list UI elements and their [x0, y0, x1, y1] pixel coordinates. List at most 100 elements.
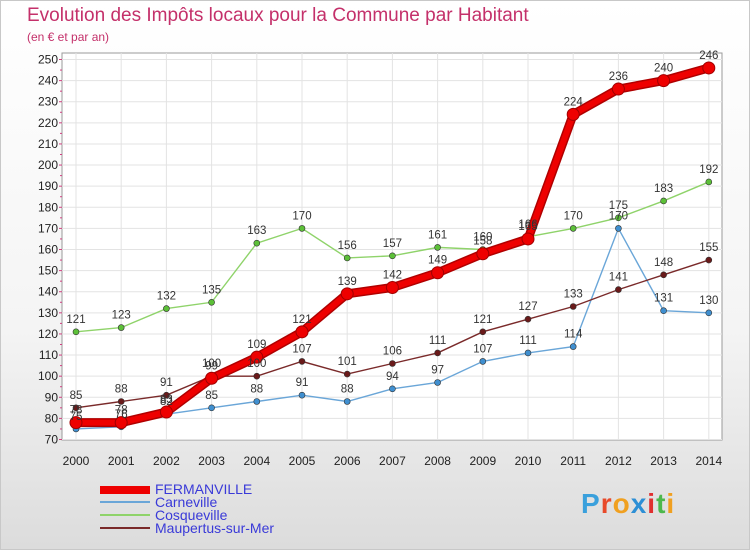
data-point-cosqueville: [117, 324, 125, 331]
data-point-fermanville: [611, 82, 625, 96]
data-label-cosqueville: 183: [654, 183, 673, 195]
data-point-cosqueville: [705, 178, 713, 186]
data-point-maupertus-sur-mer: [117, 398, 125, 405]
legend-swatch: [100, 527, 150, 529]
y-tick-label: 130: [38, 306, 58, 320]
data-label-carneville: 75: [70, 411, 83, 423]
data-label-carneville: 91: [296, 377, 309, 389]
data-label-maupertus-sur-mer: 91: [160, 377, 173, 389]
y-tick-label: 180: [38, 200, 58, 214]
data-point-fermanville: [250, 350, 264, 364]
chart-title: Evolution des Impôts locaux pour la Comm…: [27, 5, 529, 26]
data-label-carneville: 88: [341, 384, 354, 396]
data-label-maupertus-sur-mer: 100: [202, 358, 221, 370]
x-tick-label: 2013: [650, 454, 677, 468]
data-label-cosqueville: 132: [157, 291, 176, 303]
data-point-carneville: [615, 225, 622, 232]
legend-label: Maupertus-sur-Mer: [155, 520, 275, 536]
y-tick-label: 80: [45, 411, 59, 425]
data-label-carneville: 88: [250, 384, 263, 396]
x-tick-label: 2014: [695, 454, 722, 468]
logo-letter: r: [600, 488, 613, 519]
data-point-cosqueville: [72, 328, 80, 336]
data-label-cosqueville: 161: [428, 229, 447, 241]
data-label-maupertus-sur-mer: 100: [247, 358, 266, 370]
y-tick-label: 250: [38, 53, 58, 67]
x-tick-label: 2008: [424, 454, 451, 468]
data-point-maupertus-sur-mer: [72, 404, 80, 412]
data-point-fermanville: [69, 416, 83, 430]
data-label-carneville: 82: [160, 396, 173, 408]
data-label-maupertus-sur-mer: 148: [654, 257, 673, 269]
legend-swatch: [100, 486, 150, 494]
y-tick-label: 160: [38, 243, 58, 257]
data-label-maupertus-sur-mer: 85: [70, 390, 83, 402]
x-tick-label: 2001: [108, 454, 135, 468]
legend-swatch: [100, 501, 150, 503]
data-label-cosqueville: 156: [338, 240, 357, 252]
data-point-maupertus-sur-mer: [705, 256, 713, 264]
data-label-fermanville: 121: [292, 314, 311, 326]
data-point-maupertus-sur-mer: [660, 271, 667, 279]
data-label-cosqueville: 163: [247, 225, 266, 237]
y-tick-label: 110: [39, 348, 58, 362]
x-tick-label: 2012: [605, 454, 632, 468]
data-label-maupertus-sur-mer: 111: [429, 335, 446, 347]
data-label-maupertus-sur-mer: 101: [338, 356, 357, 368]
data-label-maupertus-sur-mer: 107: [292, 343, 311, 355]
data-label-carneville: 85: [205, 390, 218, 402]
data-point-fermanville: [205, 371, 219, 385]
data-point-carneville: [569, 343, 577, 350]
data-label-carneville: 107: [473, 343, 492, 355]
data-label-carneville: 131: [654, 293, 673, 305]
data-point-fermanville: [114, 416, 128, 430]
data-point-fermanville: [566, 107, 580, 121]
data-point-carneville: [524, 349, 532, 357]
data-point-maupertus-sur-mer: [298, 358, 306, 365]
data-label-maupertus-sur-mer: 121: [473, 314, 492, 326]
data-point-cosqueville: [163, 305, 170, 312]
data-point-carneville: [343, 398, 351, 405]
data-point-fermanville: [385, 281, 399, 294]
data-label-fermanville: 246: [699, 50, 718, 62]
y-tick-label: 70: [45, 433, 59, 447]
legend-label: Carneville: [155, 494, 218, 510]
data-point-fermanville: [340, 287, 354, 301]
logo-letter: P: [581, 488, 601, 519]
data-point-cosqueville: [298, 225, 306, 232]
proxiti-logo: Proxiti: [581, 488, 675, 520]
x-tick-label: 2004: [243, 454, 270, 468]
data-label-carneville: 97: [431, 365, 444, 377]
data-label-fermanville: 78: [70, 405, 83, 417]
y-tick-label: 200: [38, 158, 58, 172]
y-tick-label: 170: [38, 221, 58, 235]
data-point-maupertus-sur-mer: [389, 360, 396, 367]
x-tick-label: 2009: [469, 454, 496, 468]
data-point-maupertus-sur-mer: [479, 328, 487, 336]
data-label-fermanville: 78: [115, 405, 128, 417]
data-point-maupertus-sur-mer: [569, 303, 577, 310]
data-label-fermanville: 99: [205, 360, 218, 372]
data-point-cosqueville: [569, 225, 577, 232]
legend-swatch: [100, 514, 150, 516]
x-tick-label: 2006: [334, 454, 361, 468]
data-point-cosqueville: [253, 239, 261, 247]
legend-label: FERMANVILLE: [155, 481, 253, 497]
y-tick-label: 140: [38, 285, 58, 299]
logo-letter: o: [612, 488, 631, 519]
x-tick-label: 2002: [153, 454, 180, 468]
logo-letter: i: [647, 488, 657, 519]
data-label-cosqueville: 192: [699, 164, 718, 176]
data-label-cosqueville: 175: [609, 200, 628, 212]
data-label-carneville: 114: [564, 329, 583, 341]
y-tick-label: 210: [38, 137, 58, 151]
data-label-cosqueville: 166: [518, 219, 537, 231]
data-point-carneville: [705, 309, 713, 317]
x-tick-label: 2010: [515, 454, 542, 468]
data-point-fermanville: [702, 61, 716, 75]
y-tick-label: 100: [38, 369, 58, 383]
data-label-maupertus-sur-mer: 155: [699, 242, 718, 254]
data-point-fermanville: [476, 247, 490, 261]
data-point-maupertus-sur-mer: [615, 286, 622, 293]
data-label-fermanville: 236: [609, 71, 628, 83]
